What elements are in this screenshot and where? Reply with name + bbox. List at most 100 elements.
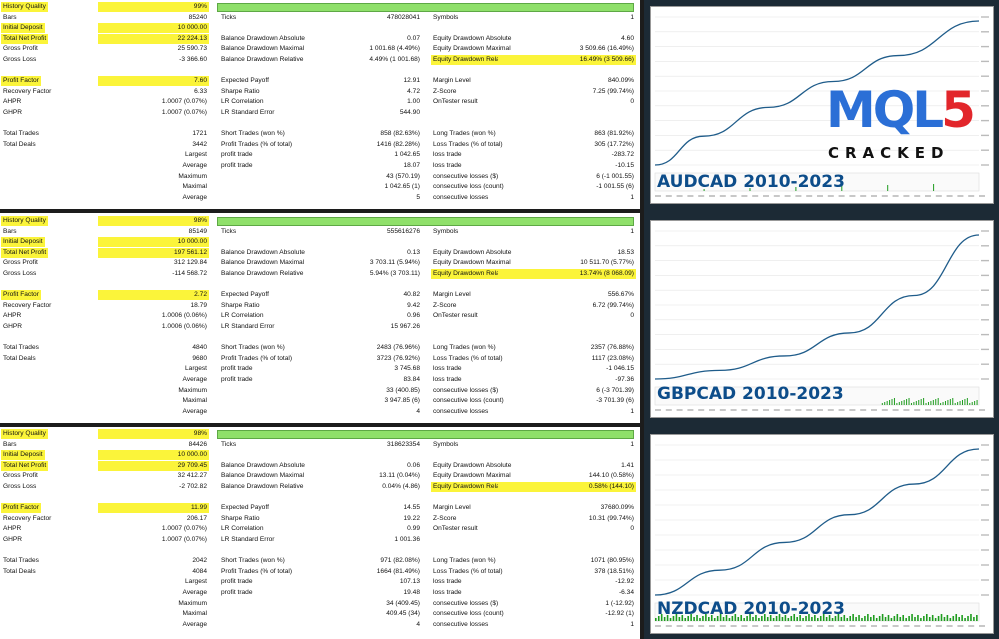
- date-tick: [968, 195, 975, 197]
- date-tick: [935, 625, 942, 627]
- stat-value: 18.79: [190, 301, 207, 309]
- report-row: Average profit trade 18.07 loss trade -10.15: [0, 161, 640, 171]
- stat-value: 0.13: [407, 248, 420, 256]
- volume-bar: [940, 403, 942, 405]
- volume-bar: [955, 614, 958, 621]
- stat-value: 19.22: [403, 514, 420, 522]
- date-tick: [655, 409, 661, 411]
- volume-bar: [908, 398, 910, 405]
- stat-value: 971 (82.08%): [380, 557, 420, 565]
- volume-bar: [763, 614, 766, 621]
- stat-label: Profit Trades (% of total): [221, 140, 293, 148]
- stat-value: -12.92 (1): [605, 610, 634, 618]
- stat-label: LR Correlation: [221, 525, 264, 533]
- volume-pane: [654, 386, 980, 406]
- stat-value: 0: [630, 525, 634, 533]
- date-tick: [698, 195, 705, 197]
- date-tick: [817, 625, 823, 627]
- stat-value: 1071 (80.95%): [590, 557, 634, 565]
- volume-bar: [684, 618, 687, 621]
- stat-value: -12.92: [615, 578, 634, 586]
- history-quality-bar: [217, 217, 634, 226]
- stat-label: Balance Drawdown Absolute: [221, 461, 305, 469]
- stat-value: 10 000.00: [98, 450, 209, 461]
- stat-label: Equity Drawdown Relative: [431, 269, 512, 279]
- stat-label: loss trade: [433, 365, 462, 373]
- report-row: Average 4 consecutive losses 1: [0, 620, 640, 630]
- volume-bar: [703, 189, 705, 191]
- balance-chart-svg: [654, 230, 989, 411]
- stat-label: Initial Deposit: [1, 450, 45, 461]
- volume-bar: [743, 618, 745, 621]
- report-row: Bars 84426 Ticks 318623354 Symbols 1: [0, 440, 640, 450]
- stat-value: 1416 (82.28%): [376, 140, 420, 148]
- stat-label: loss trade: [433, 162, 462, 169]
- report-row: History Quality 99%: [0, 2, 640, 12]
- report-row: Maximum 33 (400.85) consecutive losses ($)…: [0, 386, 640, 396]
- date-tick: [827, 409, 834, 411]
- report-row: Largest profit trade 107.13 loss trade -12.9…: [0, 577, 640, 587]
- volume-bar: [917, 615, 919, 621]
- stat-value: 1.0007 (0.07%): [161, 98, 207, 106]
- stat-label: loss trade: [433, 578, 462, 586]
- stat-value: 1: [630, 13, 634, 21]
- stat-value: 0.99: [407, 525, 420, 533]
- volume-bar: [772, 618, 775, 621]
- report-row: [0, 493, 640, 503]
- stat-label: Total Deals: [3, 354, 36, 362]
- volume-bar: [937, 398, 939, 405]
- report-row: Gross Profit 32 412.27 Balance Drawdown Ma…: [0, 471, 640, 481]
- stat-label: Bars: [3, 227, 17, 235]
- volume-bar: [928, 617, 931, 621]
- report-row: GHPR 1.0006 (0.06%) LR Standard Error 15 96…: [0, 322, 640, 332]
- mql5-logo: MQL5 CRACKED: [826, 80, 978, 170]
- report-row: Gross Loss -114 568.72 Balance Drawdown Re…: [0, 269, 640, 279]
- date-tick: [935, 195, 942, 197]
- date-tick: [979, 625, 985, 627]
- stat-label: consecutive loss (count): [433, 183, 504, 191]
- stat-value: Maximum: [178, 386, 207, 394]
- volume-bar: [902, 615, 905, 621]
- date-tick: [795, 625, 802, 627]
- stat-value: 863 (81.92%): [594, 130, 634, 138]
- date-tick: [925, 195, 931, 197]
- stat-label: Loss Trades (% of total): [433, 567, 503, 575]
- stat-value: 3723 (76.92%): [376, 354, 420, 362]
- stat-value: 16.49% (3 509.66): [498, 55, 636, 65]
- stat-value: 7.25 (99.74%): [592, 87, 634, 95]
- date-tick: [838, 625, 845, 627]
- volume-bar: [755, 615, 757, 621]
- stat-label: Margin Level: [433, 291, 471, 299]
- stat-label: Equity Drawdown Maximal: [433, 259, 511, 267]
- stat-label: Loss Trades (% of total): [433, 354, 503, 362]
- volume-bar: [903, 400, 905, 405]
- stat-value: 144.10 (0.58%): [588, 472, 634, 480]
- stat-value: 0: [630, 98, 634, 106]
- volume-bar: [805, 616, 807, 621]
- stat-label: OnTester result: [433, 525, 478, 533]
- volume-bar: [932, 400, 934, 405]
- stat-label: Profit Factor: [1, 290, 41, 301]
- stat-label: consecutive losses ($): [433, 172, 499, 180]
- stat-value: 318623354: [386, 440, 420, 448]
- stat-value: 107.13: [399, 578, 420, 586]
- stat-label: profit trade: [221, 151, 253, 159]
- date-tick: [784, 625, 791, 627]
- stat-value: 1.0006 (0.06%): [161, 323, 207, 330]
- stat-label: Symbols: [433, 227, 459, 235]
- volume-bar: [875, 618, 878, 621]
- volume-bar: [795, 187, 797, 191]
- stat-value: 4: [416, 407, 420, 415]
- volume-bar: [690, 614, 692, 621]
- report-row: Initial Deposit 10 000.00: [0, 450, 640, 461]
- report-row: Maximal 1 042.65 (1) consecutive loss (cou…: [0, 182, 640, 192]
- stat-value: -2 702.82: [179, 483, 207, 490]
- volume-bar: [887, 185, 889, 191]
- stat-label: Expected Payoff: [221, 504, 269, 512]
- stat-value: 3 947.85 (6): [384, 397, 420, 405]
- date-tick: [806, 625, 813, 627]
- stat-value: 2.72: [98, 290, 209, 301]
- volume-bar: [934, 618, 937, 621]
- stat-label: Equity Drawdown Relative: [431, 55, 512, 65]
- stat-label: Long Trades (won %): [433, 130, 496, 138]
